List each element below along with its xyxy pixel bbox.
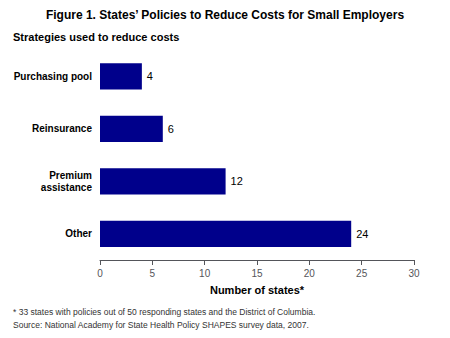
svg-text:15: 15	[251, 268, 263, 279]
svg-text:5: 5	[150, 268, 156, 279]
svg-text:Strategies used to reduce cost: Strategies used to reduce costs	[13, 31, 179, 43]
svg-text:6: 6	[168, 123, 174, 135]
svg-text:Source: National Academy for S: Source: National Academy for State Healt…	[13, 320, 309, 330]
svg-text:20: 20	[304, 268, 316, 279]
svg-text:0: 0	[97, 268, 103, 279]
svg-text:30: 30	[408, 268, 420, 279]
svg-text:Figure 1. States’ Policies to: Figure 1. States’ Policies to Reduce Cos…	[46, 8, 404, 22]
svg-text:12: 12	[231, 175, 243, 187]
svg-text:24: 24	[356, 228, 368, 240]
svg-text:Reinsurance: Reinsurance	[32, 123, 92, 134]
svg-text:Number of states*: Number of states*	[210, 284, 305, 296]
svg-text:10: 10	[199, 268, 211, 279]
svg-text:assistance: assistance	[41, 182, 93, 193]
svg-text:25: 25	[356, 268, 368, 279]
svg-text:Other: Other	[65, 228, 92, 239]
svg-text:Premium: Premium	[49, 170, 92, 181]
svg-text:* 33 states with policies out: * 33 states with policies out of 50 resp…	[13, 307, 315, 317]
svg-text:4: 4	[147, 70, 153, 82]
svg-text:Purchasing pool: Purchasing pool	[14, 71, 93, 82]
